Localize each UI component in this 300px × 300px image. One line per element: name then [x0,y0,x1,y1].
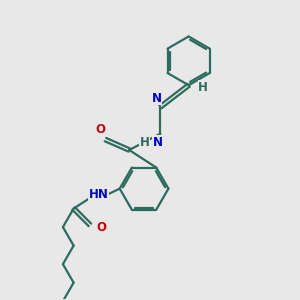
Text: H: H [198,81,208,94]
Text: O: O [95,123,105,136]
Text: H: H [140,136,150,149]
Text: N: N [152,92,162,104]
Text: O: O [96,221,106,234]
Text: N: N [152,136,162,149]
Text: HN: HN [89,188,109,201]
